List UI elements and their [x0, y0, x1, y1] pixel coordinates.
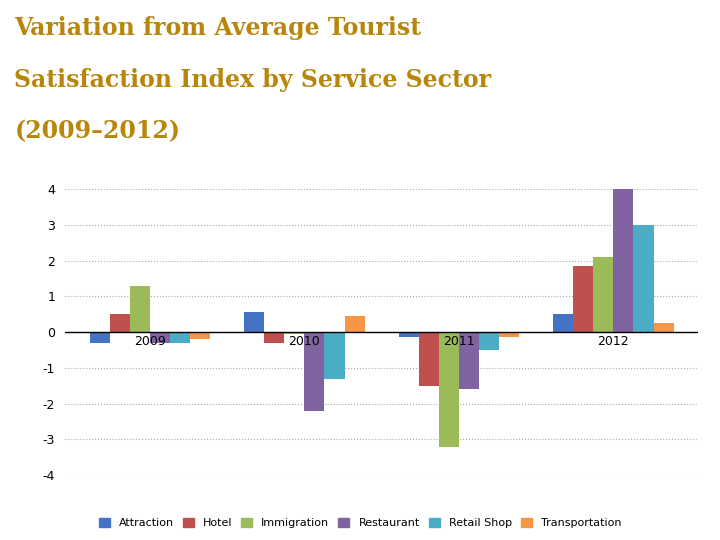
Bar	[654, 323, 674, 332]
Bar	[109, 314, 130, 332]
Text: 2010: 2010	[289, 335, 320, 348]
Bar	[130, 286, 150, 332]
Text: 2009: 2009	[134, 335, 166, 348]
Legend: Attraction, Hotel, Immigration, Restaurant, Retail Shop, Transportation: Attraction, Hotel, Immigration, Restaura…	[96, 515, 624, 532]
Bar	[264, 332, 284, 343]
Bar	[305, 332, 325, 411]
Bar	[325, 332, 344, 379]
Bar	[613, 189, 634, 332]
Bar	[634, 225, 654, 332]
Bar	[89, 332, 109, 343]
Bar	[284, 332, 305, 334]
Bar	[479, 332, 499, 350]
Bar	[499, 332, 519, 338]
Text: (2009–2012): (2009–2012)	[14, 119, 181, 143]
Bar	[244, 313, 264, 332]
Bar	[190, 332, 210, 339]
Bar	[419, 332, 438, 386]
Bar	[344, 316, 364, 332]
Text: Variation from Average Tourist: Variation from Average Tourist	[14, 16, 421, 40]
Bar	[150, 332, 170, 343]
Text: 2011: 2011	[443, 335, 474, 348]
Bar	[553, 314, 573, 332]
Bar	[170, 332, 190, 343]
Bar	[573, 266, 593, 332]
Bar	[593, 257, 613, 332]
Text: 2012: 2012	[598, 335, 629, 348]
Bar	[459, 332, 479, 389]
Bar	[438, 332, 459, 447]
Text: Satisfaction Index by Service Sector: Satisfaction Index by Service Sector	[14, 68, 491, 91]
Bar	[399, 332, 419, 338]
